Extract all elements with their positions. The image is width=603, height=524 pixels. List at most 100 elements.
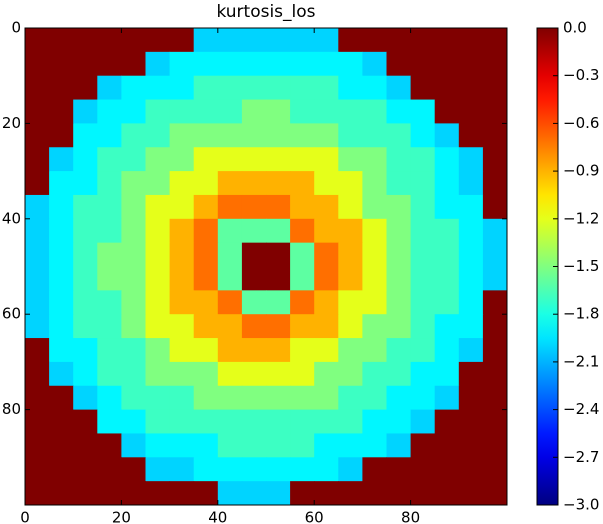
heat-cell <box>97 290 122 315</box>
heat-cell <box>314 290 339 315</box>
heat-cell <box>314 51 339 77</box>
heat-cell <box>266 361 291 387</box>
heat-cell <box>290 171 315 196</box>
heat-cell <box>266 481 291 506</box>
heat-cell <box>97 28 122 53</box>
heat-cell <box>386 409 412 434</box>
heat-cell <box>241 433 267 458</box>
heat-cell <box>241 218 267 244</box>
heat-cell <box>482 314 508 339</box>
heat-cell <box>386 28 412 53</box>
heat-cell <box>241 361 267 387</box>
heat-cell <box>482 194 508 220</box>
heat-cell <box>386 51 412 77</box>
heat-cell <box>482 409 508 434</box>
heat-cell <box>49 481 74 506</box>
heat-cell <box>217 338 243 363</box>
heat-cell <box>145 481 171 506</box>
heat-cell <box>25 385 50 411</box>
chart-title: kurtosis_los <box>216 2 315 22</box>
heat-cell <box>458 457 484 482</box>
colorbar-tick-label: −0.6 <box>563 114 599 132</box>
heat-cell <box>145 290 171 315</box>
heat-cell <box>169 171 195 196</box>
heat-cell <box>121 457 146 482</box>
heat-cell <box>314 242 339 267</box>
heat-cell <box>482 28 508 53</box>
heat-cell <box>266 171 291 196</box>
heat-cell <box>482 75 508 101</box>
heat-cell <box>193 338 219 363</box>
heat-cell <box>97 99 122 124</box>
heat-cell <box>458 242 484 267</box>
heat-cell <box>338 123 363 148</box>
heat-cell <box>290 242 315 267</box>
heat-cell <box>458 266 484 291</box>
heat-cell <box>314 385 339 411</box>
heat-cell <box>338 457 363 482</box>
heat-cell <box>73 123 98 148</box>
heat-cell <box>49 171 74 196</box>
heat-cell <box>362 314 387 339</box>
heat-cell <box>121 409 146 434</box>
heat-cell <box>217 28 243 53</box>
heat-cell <box>362 457 387 482</box>
heat-cell <box>266 338 291 363</box>
heat-cell <box>338 481 363 506</box>
heat-cell <box>121 290 146 315</box>
colorbar-tick-label: −2.4 <box>563 400 599 418</box>
heat-cell <box>121 51 146 77</box>
heat-cell <box>434 171 460 196</box>
heat-cell <box>410 75 436 101</box>
heat-cell <box>49 361 74 387</box>
heat-cell <box>121 171 146 196</box>
heat-cell <box>145 51 171 77</box>
colorbar-tick-label: −1.8 <box>563 305 599 323</box>
heat-cell <box>290 51 315 77</box>
heat-cell <box>97 266 122 291</box>
heat-cell <box>266 242 291 267</box>
heat-cell <box>25 361 50 387</box>
heat-cell <box>217 481 243 506</box>
heat-cell <box>121 338 146 363</box>
heat-cell <box>241 266 267 291</box>
heat-cell <box>482 99 508 124</box>
heat-cell <box>217 242 243 267</box>
heat-cell <box>338 433 363 458</box>
heat-cell <box>25 457 50 482</box>
heat-cell <box>314 266 339 291</box>
heat-cell <box>458 123 484 148</box>
heat-cell <box>217 314 243 339</box>
heat-cell <box>314 75 339 101</box>
heat-cell <box>458 409 484 434</box>
heat-cell <box>193 242 219 267</box>
heat-cell <box>290 290 315 315</box>
heat-cell <box>25 218 50 244</box>
heat-cell <box>266 99 291 124</box>
heat-cell <box>193 194 219 220</box>
heat-cell <box>241 28 267 53</box>
heat-cell <box>410 123 436 148</box>
heat-cell <box>73 51 98 77</box>
heat-cell <box>193 385 219 411</box>
heat-cell <box>73 266 98 291</box>
heat-cell <box>290 75 315 101</box>
heat-cell <box>217 290 243 315</box>
heat-cell <box>169 266 195 291</box>
heat-cell <box>49 218 74 244</box>
heat-cell <box>338 194 363 220</box>
heat-cell <box>386 218 412 244</box>
heat-cell <box>217 75 243 101</box>
heat-cell <box>169 481 195 506</box>
heat-cell <box>458 361 484 387</box>
x-tick-label: 20 <box>112 509 131 524</box>
heat-cell <box>386 385 412 411</box>
heat-cell <box>434 385 460 411</box>
heat-cell <box>193 51 219 77</box>
colorbar-tick-label: −2.1 <box>563 352 599 370</box>
heat-cell <box>410 481 436 506</box>
heat-cell <box>482 361 508 387</box>
heat-cell <box>362 51 387 77</box>
heat-cell <box>121 99 146 124</box>
heat-cell <box>290 409 315 434</box>
